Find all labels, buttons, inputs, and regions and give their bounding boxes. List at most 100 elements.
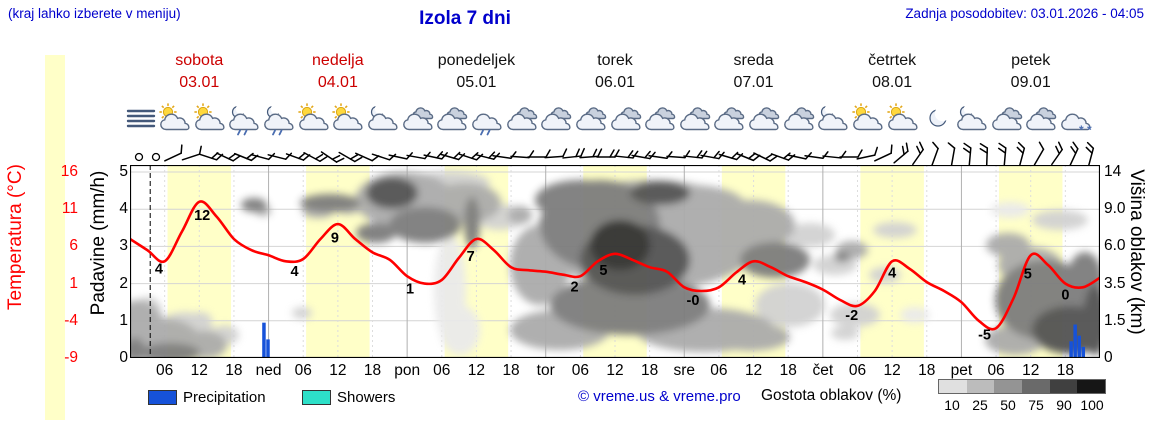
svg-text:0: 0 (1061, 288, 1069, 304)
weather-icon-cloud-moon (818, 103, 848, 131)
time-label: 06 (848, 362, 867, 379)
time-label: sre (673, 362, 696, 379)
svg-text:* *: * * (1079, 123, 1092, 137)
weather-icon-cloud (1026, 107, 1057, 131)
weather-icon-fog (126, 109, 155, 128)
svg-text:2: 2 (571, 280, 579, 296)
time-label: 06 (710, 362, 728, 379)
day-header-nedelja: nedelja 04.01 (268, 50, 408, 94)
weather-icon-cloud (506, 107, 537, 131)
time-label: ned (255, 362, 282, 379)
wind-barb-icon (337, 151, 363, 163)
time-label: 18 (1056, 362, 1074, 379)
wind-barb-icon (874, 144, 894, 162)
precip-tick: 3 (119, 237, 128, 255)
day-name: nedelja (312, 52, 364, 69)
density-tick-label: 75 (1028, 397, 1044, 413)
weather-icon-cloud-moon (368, 103, 398, 131)
precip-tick: 2 (119, 274, 128, 292)
time-label: 12 (329, 362, 347, 379)
day-name: torek (597, 52, 633, 69)
time-label: 06 (571, 362, 589, 379)
weather-icon-cloud (541, 107, 572, 131)
cloud-height-tick: 1.5 (1104, 311, 1126, 329)
time-label: 18 (225, 362, 243, 379)
density-tick-label: 100 (1080, 397, 1104, 413)
weather-icon-cloud-sun (298, 103, 329, 131)
time-label: 12 (190, 362, 208, 379)
time-label: 12 (467, 362, 486, 379)
last-update-label: Zadnja posodobitev: 03.01.2026 - 04:05 (905, 6, 1144, 21)
weather-icon-cloud (991, 107, 1022, 131)
precip-tick: 4 (119, 200, 128, 218)
wind-barb-icon (441, 151, 466, 161)
day-name: sobota (175, 52, 224, 69)
precip-tick: 5 (119, 163, 128, 180)
wind-barb-icon (735, 152, 761, 162)
wind-barb-icon (164, 144, 183, 162)
svg-text:4: 4 (888, 265, 896, 281)
time-label: 06 (987, 362, 1005, 379)
time-label: pet (950, 362, 973, 379)
showers-legend-label: Showers (337, 389, 396, 406)
calm-wind-icon (134, 152, 143, 162)
cloud-height-tick: 9.0 (1104, 200, 1126, 218)
cloud-height-tick: 14 (1104, 163, 1122, 180)
svg-text:5: 5 (599, 263, 607, 279)
meteogram-canvas: 4 12 4 9 1 7 2 5 -0 4 -2 4 -5 5 0 (130, 165, 1100, 358)
wind-barb-icon (683, 150, 708, 159)
weather-icon-cloud-sun (194, 103, 225, 131)
day-date: 08.01 (872, 74, 913, 91)
precipitation-swatch (148, 390, 177, 405)
weather-icon-cloud (645, 107, 676, 131)
showers-swatch (302, 390, 331, 405)
svg-text:7: 7 (467, 249, 475, 265)
svg-text:5: 5 (1024, 267, 1032, 283)
weather-icon-cloud (610, 107, 641, 131)
left-accent-strip (45, 55, 65, 420)
density-segment (966, 380, 995, 393)
time-label: 12 (1022, 362, 1040, 379)
wind-barb-icon (963, 142, 972, 167)
wind-barb-icon (912, 141, 925, 166)
day-header-sreda: sreda 07.01 (684, 50, 824, 94)
wind-barb-icon (181, 145, 202, 161)
day-header-ponedeljek: ponedeljek 05.01 (406, 50, 546, 94)
day-date: 04.01 (317, 74, 358, 91)
density-segment (994, 380, 1023, 393)
weather-icon-cloud (575, 107, 607, 131)
day-name: ponedeljek (437, 52, 516, 69)
day-date: 07.01 (733, 74, 774, 91)
temperature-tick: -4 (64, 311, 78, 329)
wind-barb-icon (1050, 141, 1063, 166)
cloud-density-scale (938, 379, 1106, 394)
time-label: 18 (641, 362, 659, 379)
wind-barb-icon (579, 148, 603, 159)
time-label: 18 (779, 362, 797, 379)
weather-icon-cloud-moon (957, 103, 987, 131)
time-label: 18 (363, 362, 382, 379)
wind-barb-icon (613, 150, 639, 159)
svg-text:4: 4 (291, 264, 299, 280)
density-tick-label: 10 (944, 397, 960, 413)
wind-barb-icon (1034, 141, 1045, 166)
density-tick-label: 90 (1056, 397, 1072, 413)
weather-icon-cloud (783, 107, 815, 131)
density-segment (1022, 380, 1050, 393)
wind-barb-icon (371, 153, 397, 161)
temperature-axis-label: Temperatura (°C) (5, 164, 26, 310)
svg-text:-5: -5 (978, 327, 991, 343)
weather-icon-moon (929, 106, 951, 127)
day-header-torek: torek 06.01 (545, 50, 685, 94)
weather-icon-cloud-sun (852, 103, 883, 131)
time-label: pon (394, 362, 421, 379)
weather-icon-cloud (402, 107, 433, 131)
cloud-height-tick: 0 (1104, 349, 1113, 366)
precip-tick: 0 (119, 349, 128, 366)
density-segment (1077, 380, 1106, 393)
cloud-density-label: Gostota oblakov (%) (761, 387, 902, 404)
weather-icon-cloud (679, 107, 711, 131)
credit-link[interactable]: © vreme.us & vreme.pro (578, 388, 741, 405)
weather-icon-cloud (714, 107, 745, 131)
day-header-sobota: sobota 03.01 (129, 50, 269, 94)
